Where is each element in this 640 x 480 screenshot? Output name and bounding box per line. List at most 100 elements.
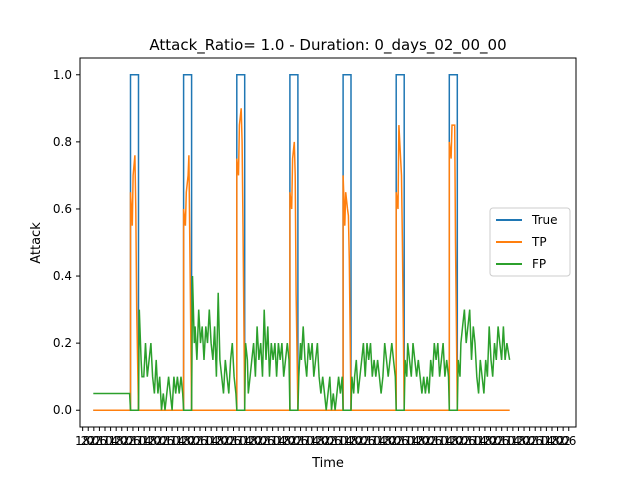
x-tick-label: 02 bbox=[556, 434, 571, 448]
x-tick-label: 10 bbox=[231, 434, 246, 448]
x-tick-label: 14 bbox=[304, 434, 319, 448]
x-tick-label: 14 bbox=[271, 434, 286, 448]
x-tick-label: 02 bbox=[455, 434, 470, 448]
x-tick-label: 22 bbox=[349, 434, 364, 448]
y-tick-label: 0.6 bbox=[53, 202, 72, 216]
x-tick-label: 14 bbox=[539, 434, 554, 448]
x-tick-label: 22 bbox=[483, 434, 498, 448]
x-tick-label: 22 bbox=[148, 434, 163, 448]
x-tick-label: 10 bbox=[500, 434, 515, 448]
x-tick-label: 22 bbox=[114, 434, 129, 448]
x-tick-label: 10 bbox=[198, 434, 213, 448]
x-tick-label: 02 bbox=[522, 434, 537, 448]
x-tick-label: 14 bbox=[204, 434, 219, 448]
x-tick-label: 02 bbox=[388, 434, 403, 448]
y-axis-ticks: 0.0 0.2 0.4 0.6 0.8 1.0 bbox=[53, 68, 80, 417]
plot-frame bbox=[79, 57, 577, 428]
x-tick-label: 22 bbox=[81, 434, 96, 448]
legend-label-fp: FP bbox=[532, 257, 546, 271]
y-tick-label: 0.4 bbox=[53, 269, 72, 283]
x-tick-label: 22 bbox=[181, 434, 196, 448]
x-tick-label: 18 bbox=[544, 434, 559, 448]
x-tick-label: 18 bbox=[142, 434, 157, 448]
x-tick-label: 06 bbox=[293, 434, 308, 448]
x-tick-label: 10 bbox=[533, 434, 548, 448]
x-tick-label: 14 bbox=[505, 434, 520, 448]
x-tick-label: 22 bbox=[516, 434, 531, 448]
series-line-fp bbox=[93, 275, 511, 411]
x-tick-label: 22 bbox=[550, 434, 565, 448]
x-tick-label: 14 bbox=[103, 434, 118, 448]
x-tick-label: 18 bbox=[477, 434, 492, 448]
legend-label-true: True bbox=[531, 213, 558, 227]
legend-label-tp: TP bbox=[531, 235, 547, 249]
legend: True TP FP bbox=[489, 207, 571, 277]
x-tick-label: 06 bbox=[561, 434, 576, 448]
x-tick-label: 06 bbox=[393, 434, 408, 448]
legend-box bbox=[489, 207, 571, 277]
x-tick-label: 22 bbox=[282, 434, 297, 448]
x-tick-label: 02 bbox=[86, 434, 101, 448]
x-tick-label: 14 bbox=[472, 434, 487, 448]
x-tick-label: 10 bbox=[97, 434, 112, 448]
x-tick-label: 14 bbox=[170, 434, 185, 448]
x-axis-label: Time bbox=[311, 456, 344, 471]
series-line-tp bbox=[93, 108, 510, 411]
x-tick-label: 14 bbox=[405, 434, 420, 448]
x-tick-label: 10 bbox=[265, 434, 280, 448]
x-tick-label: 02 bbox=[254, 434, 269, 448]
x-tick-label: 18 bbox=[444, 434, 459, 448]
x-axis-ticks: 1822020610141822020610141822020610141822… bbox=[75, 427, 576, 448]
x-tick-label: 10 bbox=[399, 434, 414, 448]
x-tick-label: 06 bbox=[226, 434, 241, 448]
x-tick-label: 02 bbox=[187, 434, 202, 448]
x-tick-label: 06 bbox=[159, 434, 174, 448]
plot-area bbox=[93, 74, 511, 411]
x-tick-label: 06 bbox=[326, 434, 341, 448]
x-tick-label: 06 bbox=[259, 434, 274, 448]
x-tick-label: 10 bbox=[332, 434, 347, 448]
x-tick-label: 06 bbox=[192, 434, 207, 448]
x-tick-label: 22 bbox=[382, 434, 397, 448]
x-tick-label: 02 bbox=[220, 434, 235, 448]
x-tick-label: 14 bbox=[338, 434, 353, 448]
x-tick-label: 22 bbox=[449, 434, 464, 448]
x-tick-label: 18 bbox=[75, 434, 90, 448]
x-tick-label: 18 bbox=[343, 434, 358, 448]
x-tick-label: 06 bbox=[528, 434, 543, 448]
x-tick-label: 06 bbox=[461, 434, 476, 448]
y-tick-label: 0.0 bbox=[53, 403, 72, 417]
x-tick-label: 06 bbox=[92, 434, 107, 448]
x-tick-label: 18 bbox=[276, 434, 291, 448]
x-tick-label: 14 bbox=[136, 434, 151, 448]
x-tick-label: 14 bbox=[438, 434, 453, 448]
x-tick-label: 18 bbox=[310, 434, 325, 448]
y-tick-label: 0.8 bbox=[53, 135, 72, 149]
x-tick-label: 18 bbox=[243, 434, 258, 448]
x-tick-label: 06 bbox=[427, 434, 442, 448]
x-tick-label: 02 bbox=[287, 434, 302, 448]
x-tick-label: 10 bbox=[131, 434, 146, 448]
x-tick-label: 10 bbox=[366, 434, 381, 448]
y-tick-label: 1.0 bbox=[53, 68, 72, 82]
x-tick-label: 18 bbox=[511, 434, 526, 448]
x-tick-label: 22 bbox=[248, 434, 263, 448]
x-tick-label: 02 bbox=[421, 434, 436, 448]
x-tick-label: 02 bbox=[321, 434, 336, 448]
x-tick-label: 10 bbox=[466, 434, 481, 448]
x-tick-label: 06 bbox=[494, 434, 509, 448]
x-tick-label: 22 bbox=[315, 434, 330, 448]
x-tick-label: 02 bbox=[354, 434, 369, 448]
x-tick-label: 06 bbox=[360, 434, 375, 448]
x-tick-label: 18 bbox=[209, 434, 224, 448]
x-tick-label: 18 bbox=[377, 434, 392, 448]
x-tick-label: 02 bbox=[488, 434, 503, 448]
x-tick-label: 14 bbox=[237, 434, 252, 448]
x-tick-label: 18 bbox=[109, 434, 124, 448]
x-tick-label: 14 bbox=[371, 434, 386, 448]
x-tick-label: 02 bbox=[120, 434, 135, 448]
x-tick-label: 06 bbox=[125, 434, 140, 448]
x-tick-label: 10 bbox=[433, 434, 448, 448]
x-tick-label: 10 bbox=[164, 434, 179, 448]
